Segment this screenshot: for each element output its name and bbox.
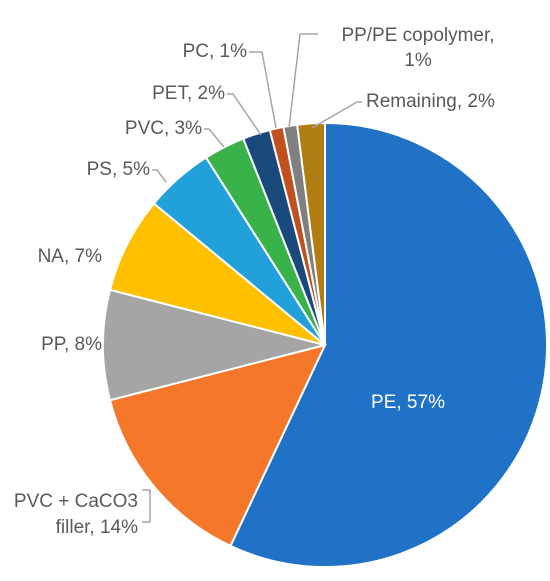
slice-label-ps: PS, 5% <box>87 159 150 180</box>
slice-label-pvc: PVC, 3% <box>125 118 202 139</box>
slice-label-pet: PET, 2% <box>152 83 225 104</box>
slice-label-pe: PE, 57% <box>371 392 445 413</box>
slice-label-remaining: Remaining, 2% <box>366 91 495 112</box>
leader-lines <box>142 33 362 523</box>
slice-label-pp-pe-copolymer-line-2: 1% <box>404 50 432 71</box>
leader-line-ps <box>152 169 167 183</box>
leader-line-pet <box>227 93 262 136</box>
pie-slice-pe <box>229 121 548 568</box>
leader-line-pvc-caco3-filler <box>142 489 151 523</box>
leader-line-pvc <box>204 128 225 148</box>
pie-slice-pvc-caco3-filler <box>108 343 327 548</box>
slice-label-pvc-caco3-filler-line-2: filler, 14% <box>56 517 138 538</box>
pie-slice-pp <box>102 288 326 402</box>
slice-labels: PE, 57% PVC + CaCO3 filler, 14% PP, 8% NA, 7… <box>14 25 495 538</box>
slice-label-pvc-caco3-filler-line-1: PVC + CaCO3 <box>14 491 138 512</box>
pie-slices <box>102 121 548 568</box>
slice-label-pp-pe-copolymer-line-1: PP/PE copolymer, <box>341 25 494 46</box>
leader-line-pp-pe-copolymer <box>288 33 318 129</box>
leader-line-pc <box>249 51 277 129</box>
pie-slice-remaining <box>296 121 326 346</box>
slice-label-pp: PP, 8% <box>41 334 102 355</box>
leader-line-remaining <box>311 101 362 129</box>
slice-label-na: NA, 7% <box>38 246 103 267</box>
slice-label-pc: PC, 1% <box>183 41 248 62</box>
